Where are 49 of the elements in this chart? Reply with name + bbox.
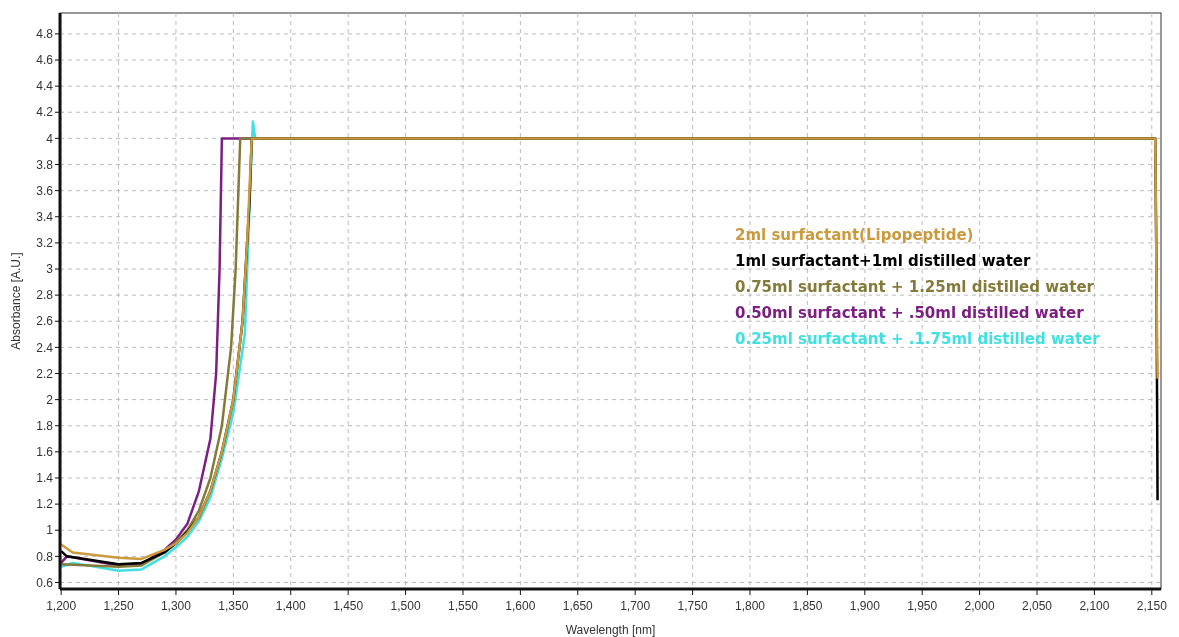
x-tick-label: 1,600 [505,599,536,613]
text: 0.25ml surfactant + .1.75ml distilled water [735,330,1101,348]
x-tick-label: 1,300 [160,599,192,613]
y-tick-label: 3.4 [36,209,54,224]
x-tick-label: 1,850 [792,599,823,613]
x-tick-label: 1,650 [562,599,594,613]
x-tick-label: 2,000 [964,599,995,613]
y-tick-label: 4.8 [36,27,54,42]
y-tick-label: 3.6 [36,183,54,198]
x-tick-label: 1,950 [907,599,938,613]
y-tick-label: 1.8 [36,418,54,433]
x-tick-label: 1,550 [447,599,479,613]
y-tick-label: 4.4 [36,79,54,94]
x-tick-label: 1,750 [677,599,708,613]
text: 1ml surfactant+1ml distilled water [735,252,1031,270]
x-tick-label: 1,450 [333,599,364,613]
x-tick-label: 1,200 [46,599,77,613]
x-axis-title: Wavelength [nm] [565,623,656,637]
x-tick-label: 1,400 [275,599,307,613]
y-tick-label: 4.2 [36,105,54,120]
text: 2ml surfactant(Lipopeptide) [735,226,974,244]
x-tick-label: 1,500 [390,599,421,613]
y-tick-label: 1.4 [36,471,54,486]
y-tick-label: 2.6 [36,314,54,329]
x-tick-label: 2,100 [1079,599,1110,613]
y-tick-label: 2.4 [36,340,54,355]
y-tick-label: 3.8 [36,157,54,172]
x-tick-label: 1,250 [103,599,134,613]
y-axis-title: Absorbance [A.U.] [9,252,23,350]
text: 0.75ml surfactant + 1.25ml distilled water [735,278,1095,296]
x-tick-label: 1,900 [849,599,881,613]
text: 0.50ml surfactant + .50ml distilled water [735,304,1085,322]
y-tick-label: 2.8 [36,288,54,303]
x-tick-label: 1,800 [734,599,766,613]
y-tick-label: 0.8 [36,549,54,564]
y-tick-label: 1.6 [36,445,54,460]
y-tick-label: 3 [46,262,54,277]
y-tick-label: 1.2 [36,497,54,512]
y-tick-label: 0.6 [36,575,54,590]
x-tick-label: 2,150 [1136,599,1168,613]
x-tick-label: 1,700 [620,599,651,613]
y-tick-label: 2.2 [36,366,54,381]
y-tick-label: 4.6 [36,53,54,68]
x-tick-label: 1,350 [218,599,249,613]
y-tick-label: 3.2 [36,236,54,251]
y-tick-label: 2 [46,392,54,407]
y-tick-label: 1 [46,523,54,538]
x-tick-label: 2,050 [1021,599,1053,613]
y-tick-label: 4 [46,131,54,146]
